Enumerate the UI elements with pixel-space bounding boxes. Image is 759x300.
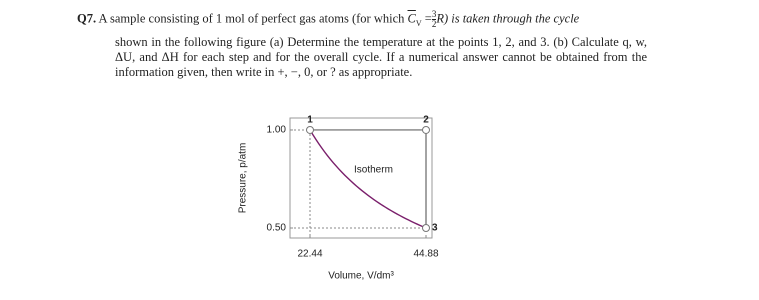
point-label: 3 (432, 223, 438, 234)
y-axis-label: Pressure, p/atm (238, 143, 249, 214)
question-line: Q7. A sample consisting of 1 mol of perf… (77, 10, 647, 31)
point-label: 2 (423, 115, 429, 126)
point (306, 125, 315, 134)
question-number: Q7. (77, 11, 97, 26)
numerator: 3 (431, 9, 437, 20)
point (422, 224, 431, 232)
denominator: 2 (431, 19, 437, 29)
x-axis-label: Volume, V/dm³ (328, 271, 394, 282)
text: A sample consisting of 1 mol of perfect … (98, 11, 408, 26)
subscript: V (415, 18, 422, 28)
x-tick-label: 44.88 (413, 249, 438, 260)
equals: = (424, 11, 432, 26)
y-tick-label: 0.50 (267, 223, 287, 234)
isotherm (309, 129, 427, 229)
question-body: shown in the following figure (a) Determ… (115, 34, 647, 79)
plot-frame (289, 117, 433, 239)
x-tick-label: 22.44 (297, 249, 322, 260)
point-label: 1 (307, 115, 313, 126)
symbol: C (407, 11, 416, 26)
text: R) is taken through the cycle (436, 11, 580, 26)
point (422, 125, 431, 134)
y-tick-label: 1.00 (267, 125, 287, 136)
question: Q7. A sample consisting of 1 mol of perf… (77, 10, 647, 80)
curve-label: Isotherm (354, 165, 393, 176)
